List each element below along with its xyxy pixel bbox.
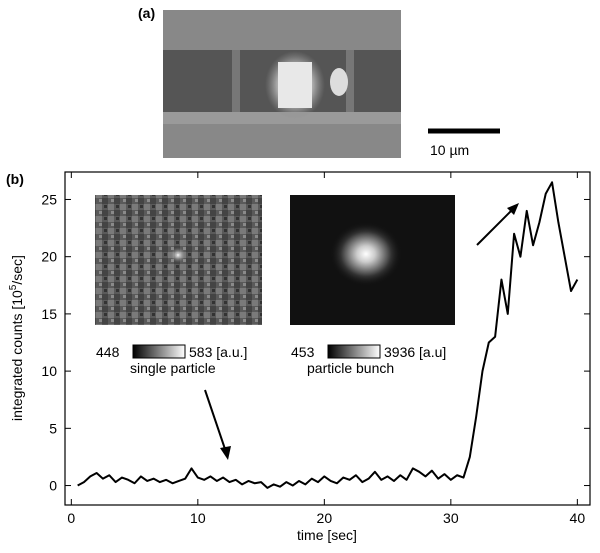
y-tick-label: 5 bbox=[49, 420, 57, 436]
colorbar-label: 583 [a.u.] bbox=[189, 344, 247, 360]
colorbar-label: 3936 [a.u] bbox=[384, 344, 446, 360]
y-tick-label: 0 bbox=[49, 478, 57, 494]
scale-bar-label: 10 µm bbox=[430, 142, 469, 158]
inset-caption: particle bunch bbox=[307, 360, 394, 376]
y-axis-label: integrated counts [105/sec] bbox=[8, 255, 25, 421]
x-tick-label: 20 bbox=[317, 510, 333, 526]
y-tick-label: 20 bbox=[41, 249, 57, 265]
micrograph-a bbox=[163, 10, 401, 158]
y-tick-label: 10 bbox=[41, 363, 57, 379]
data-line bbox=[77, 181, 579, 489]
colorbar-label: 453 bbox=[291, 344, 315, 360]
x-tick-label: 40 bbox=[570, 510, 586, 526]
plot-frame bbox=[64, 171, 591, 506]
y-axis-label-part: 5 bbox=[8, 284, 19, 290]
x-tick-label: 0 bbox=[67, 510, 75, 526]
y-tick-label: 15 bbox=[41, 306, 57, 322]
x-tick-label: 30 bbox=[443, 510, 459, 526]
inset-images bbox=[95, 195, 519, 460]
x-tick-label: 10 bbox=[190, 510, 206, 526]
y-axis-label-part: /sec] bbox=[9, 255, 25, 285]
x-axis-label: time [sec] bbox=[297, 527, 357, 543]
colorbar-label: 448 bbox=[96, 344, 120, 360]
y-tick-label: 25 bbox=[41, 191, 57, 207]
panel-label: (a) bbox=[138, 5, 155, 21]
y-axis-label-part: integrated counts [10 bbox=[9, 290, 25, 421]
inset-caption: single particle bbox=[130, 360, 216, 376]
panel-label: (b) bbox=[6, 171, 24, 187]
